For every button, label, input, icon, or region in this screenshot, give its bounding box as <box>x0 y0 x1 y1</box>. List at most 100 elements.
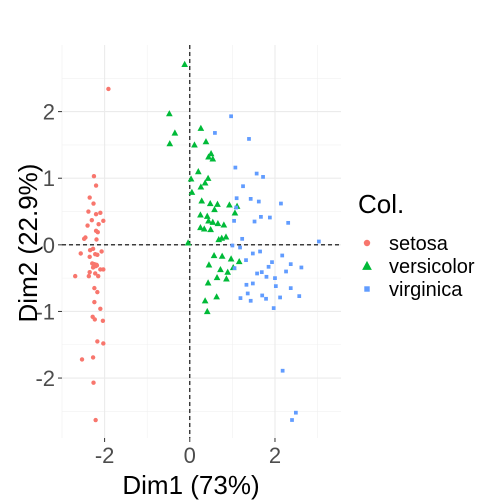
point-setosa <box>79 357 85 362</box>
point-versicolor <box>197 183 205 190</box>
point-versicolor <box>217 265 224 273</box>
point-virginica <box>284 269 288 274</box>
point-virginica <box>264 274 269 279</box>
point-versicolor <box>207 225 215 233</box>
point-virginica <box>288 286 293 290</box>
x-axis-title: Dim1 (73%) <box>122 470 259 500</box>
point-versicolor <box>202 138 210 145</box>
point-versicolor <box>220 221 228 228</box>
point-versicolor <box>171 129 179 136</box>
point-setosa <box>99 249 104 254</box>
point-virginica <box>238 296 243 300</box>
point-setosa <box>93 417 98 423</box>
point-versicolor <box>226 201 233 208</box>
point-virginica <box>267 215 272 220</box>
point-setosa <box>90 355 96 360</box>
point-virginica <box>259 270 264 275</box>
point-virginica <box>213 131 217 135</box>
point-virginica <box>247 137 251 141</box>
point-versicolor <box>214 219 222 227</box>
point-setosa <box>86 209 91 214</box>
point-virginica <box>234 205 239 210</box>
point-versicolor <box>211 206 218 213</box>
point-versicolor <box>203 307 211 315</box>
point-versicolor <box>187 175 195 182</box>
point-versicolor <box>231 209 239 216</box>
point-virginica <box>288 262 293 267</box>
point-setosa <box>91 174 97 179</box>
x-tick-label: 2 <box>269 443 281 468</box>
point-versicolor <box>184 239 192 246</box>
point-versicolor <box>191 141 198 148</box>
point-virginica <box>270 260 274 265</box>
reference-lines <box>62 45 341 438</box>
grid-major <box>62 45 341 438</box>
point-virginica <box>259 214 263 219</box>
legend-key-versicolor <box>362 260 372 270</box>
point-virginica <box>256 199 261 204</box>
point-setosa <box>101 341 106 346</box>
y-axis-title: Dim2 (22.9%) <box>13 164 43 323</box>
point-versicolor <box>209 155 217 162</box>
point-virginica <box>252 219 257 224</box>
legend-key-setosa <box>363 239 371 247</box>
point-virginica <box>293 410 298 415</box>
point-virginica <box>271 306 276 310</box>
point-virginica <box>258 249 262 254</box>
point-versicolor <box>166 140 174 147</box>
grid-minor <box>61 45 341 438</box>
point-setosa <box>98 210 103 216</box>
point-virginica <box>280 368 285 373</box>
legend-key-virginica <box>364 286 370 292</box>
point-virginica <box>245 291 250 296</box>
series-virginica <box>213 114 321 422</box>
y-tick-label: -1 <box>35 299 55 324</box>
point-virginica <box>244 282 249 287</box>
point-setosa <box>78 251 83 256</box>
point-virginica <box>264 296 268 301</box>
point-virginica <box>248 298 253 303</box>
point-virginica <box>260 293 265 298</box>
point-versicolor <box>224 268 232 275</box>
point-setosa <box>92 317 97 322</box>
point-versicolor <box>188 188 196 195</box>
point-setosa <box>92 299 97 305</box>
point-virginica <box>238 245 242 250</box>
series-setosa <box>73 86 111 423</box>
point-setosa <box>95 252 100 258</box>
x-tick-label: -2 <box>95 443 115 468</box>
legend-label-virginica: virginica <box>389 279 463 301</box>
point-virginica <box>241 184 245 189</box>
point-virginica <box>290 418 294 422</box>
point-versicolor <box>197 124 205 131</box>
point-virginica <box>278 295 282 300</box>
point-setosa <box>90 265 96 270</box>
point-versicolor <box>207 150 215 157</box>
point-virginica <box>233 165 238 170</box>
point-virginica <box>240 236 245 241</box>
point-setosa <box>92 285 97 291</box>
point-setosa <box>96 221 101 227</box>
point-versicolor <box>210 251 218 259</box>
point-setosa <box>94 237 99 242</box>
point-setosa <box>101 267 106 272</box>
axis-ticks: -2 0 2 -2 -1 0 1 2 <box>35 100 281 468</box>
point-versicolor <box>213 293 220 300</box>
point-versicolor <box>198 197 206 204</box>
point-virginica <box>255 271 259 276</box>
point-virginica <box>244 258 248 263</box>
point-setosa <box>100 318 106 323</box>
point-virginica <box>248 196 253 201</box>
point-versicolor <box>227 255 235 262</box>
point-versicolor <box>204 279 212 286</box>
point-setosa <box>93 183 99 188</box>
legend-item-virginica: virginica <box>364 279 463 301</box>
point-setosa <box>87 254 92 260</box>
point-versicolor <box>197 223 204 231</box>
point-versicolor <box>194 168 202 175</box>
point-versicolor <box>165 110 173 117</box>
point-setosa <box>106 86 111 92</box>
point-setosa <box>87 195 92 200</box>
point-versicolor <box>214 200 221 207</box>
